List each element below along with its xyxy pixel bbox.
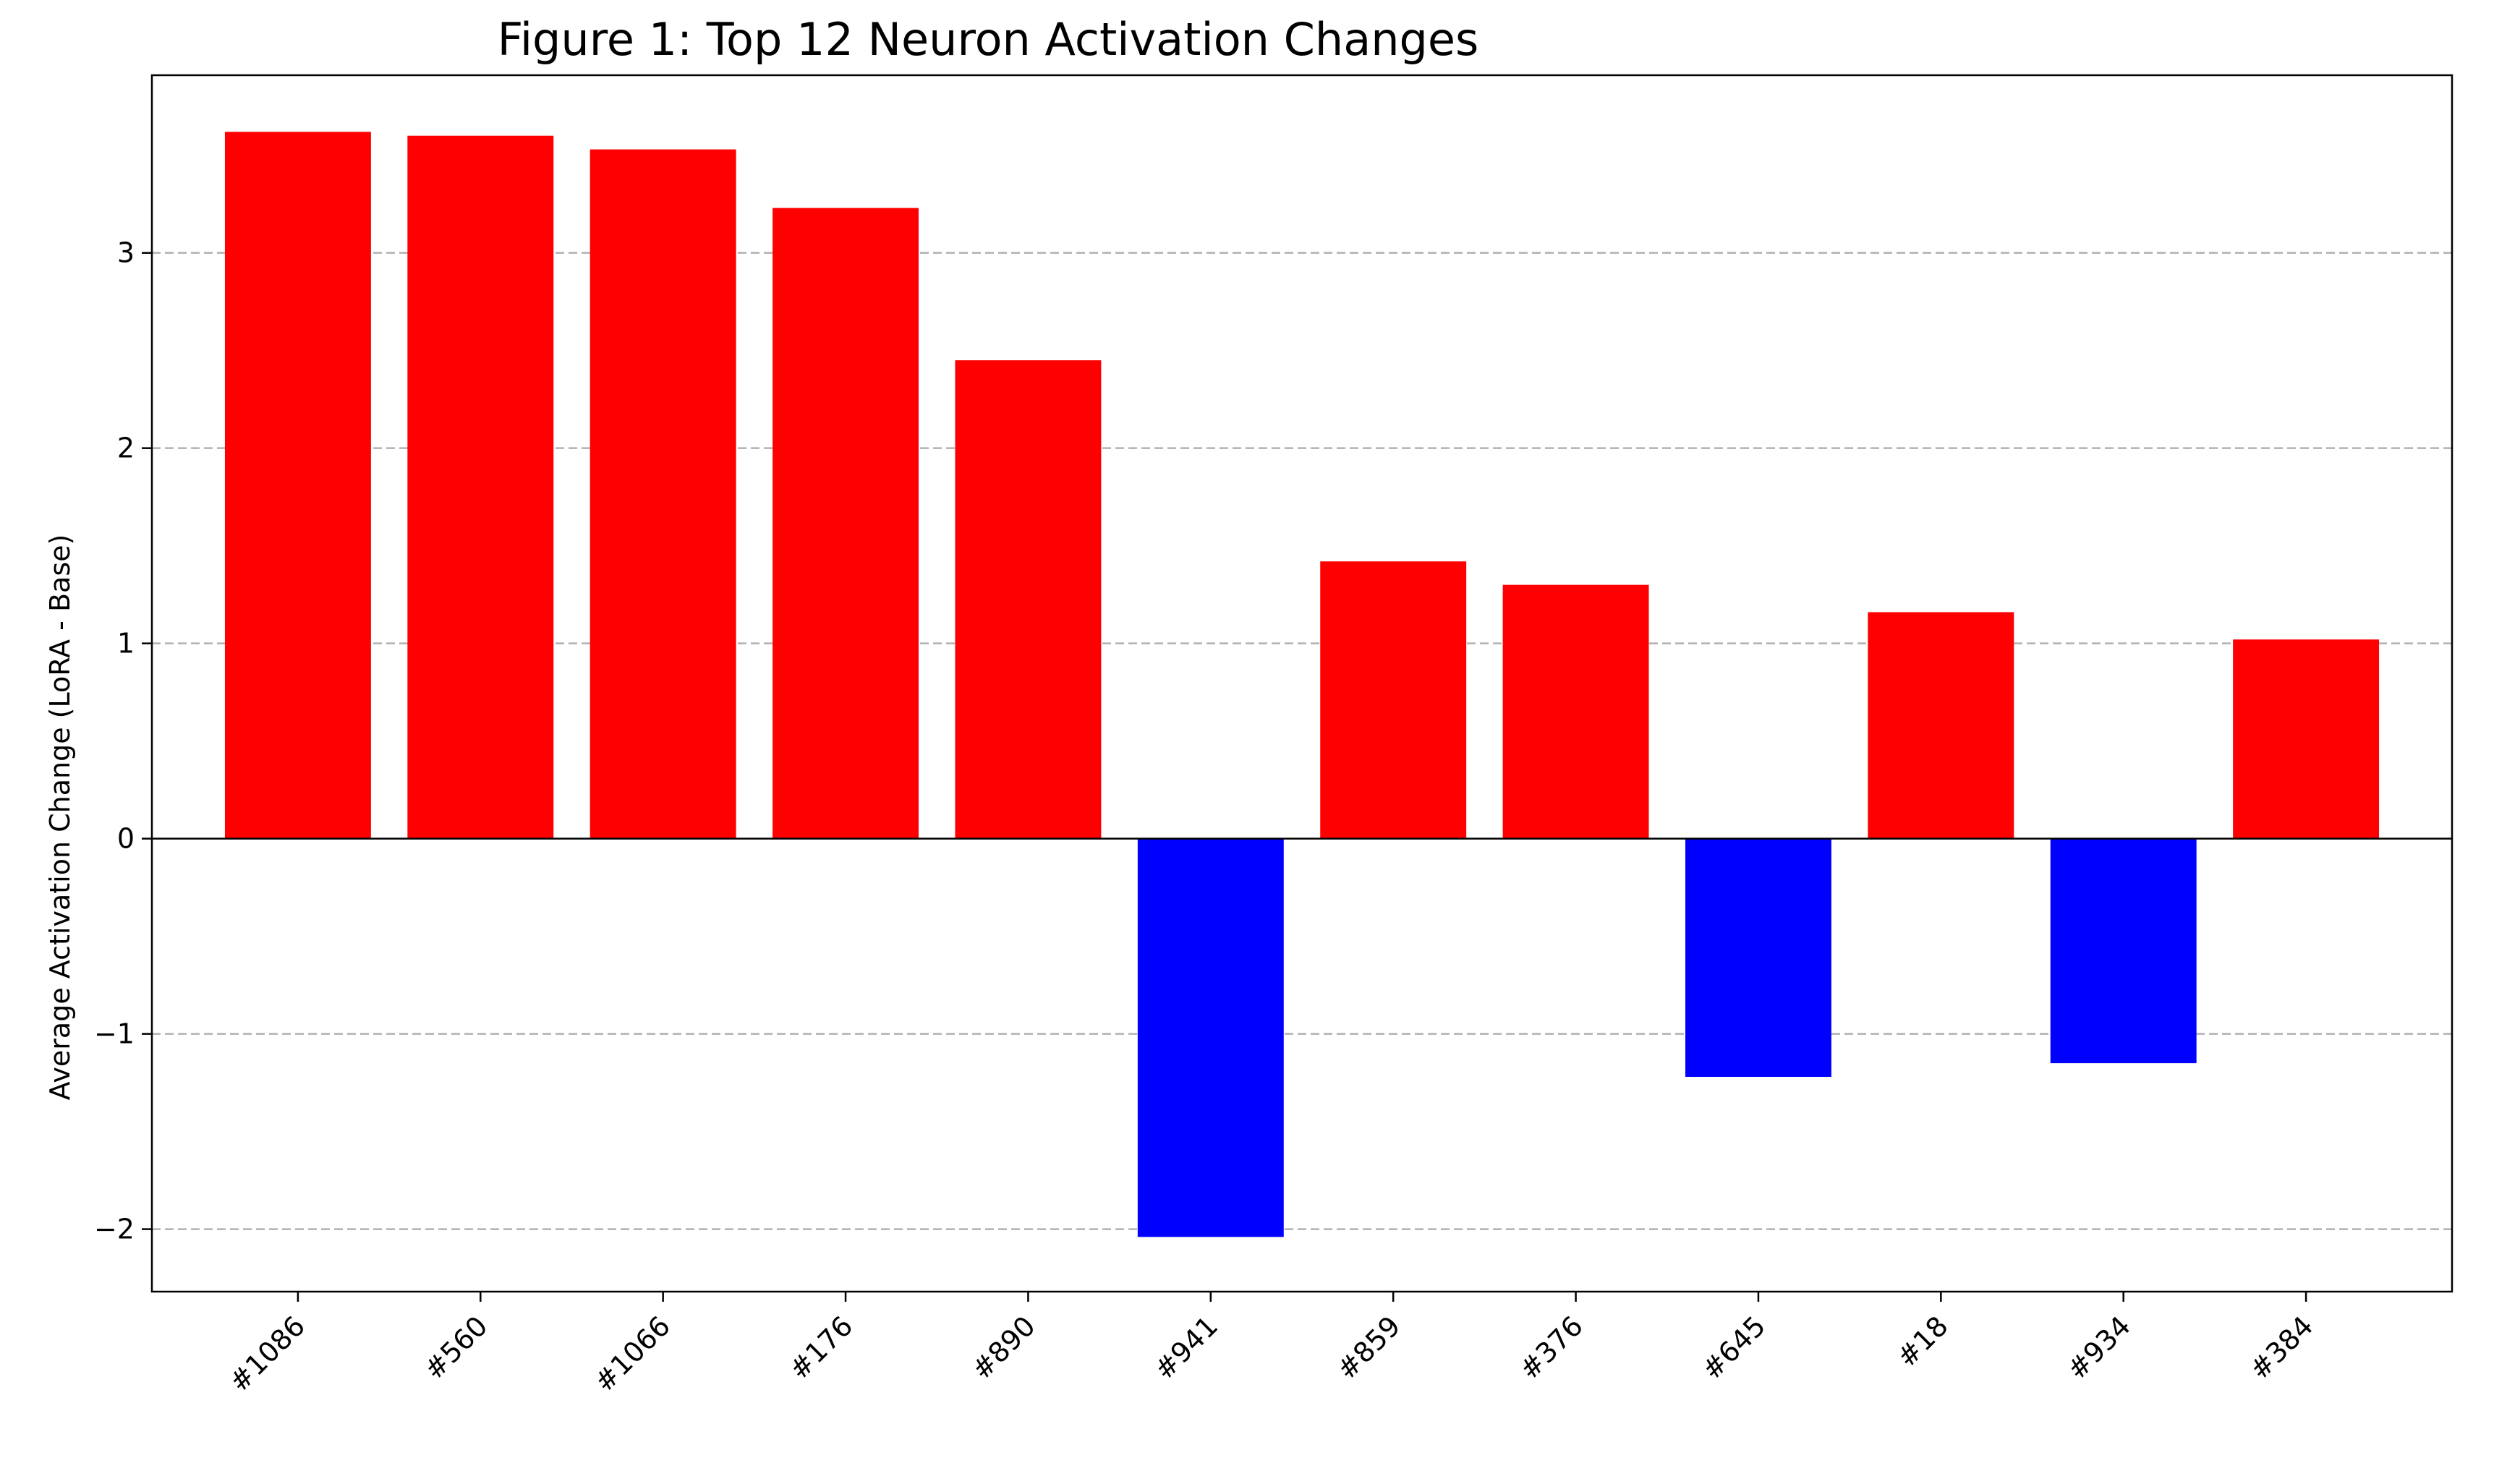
bars	[224, 132, 2380, 1237]
x-tick-label: #176	[783, 1310, 859, 1386]
x-tick-label: #934	[2061, 1310, 2137, 1386]
x-tick-label: #1086	[223, 1310, 311, 1398]
bar-n941	[1137, 838, 1284, 1237]
bar-n376	[1502, 584, 1649, 839]
x-tick-label: #941	[1148, 1310, 1224, 1386]
x-tick-label: #1066	[588, 1310, 676, 1398]
x-tick-label: #560	[418, 1310, 494, 1386]
bar-n890	[955, 360, 1102, 839]
bar-n384	[2233, 639, 2380, 839]
y-tick-label: 2	[117, 432, 135, 464]
y-axis-label: Average Activation Change (LoRA - Base)	[44, 534, 76, 1101]
bar-n1066	[590, 149, 736, 839]
x-tick-label: #645	[1695, 1310, 1771, 1386]
y-tick-label: −1	[94, 1018, 135, 1050]
x-tick-label: #890	[966, 1310, 1042, 1386]
bar-n176	[773, 208, 919, 839]
y-tick-label: 1	[117, 628, 135, 660]
y-tick-label: 0	[117, 823, 135, 855]
x-tick-label: #859	[1331, 1310, 1407, 1386]
bar-n560	[407, 135, 554, 839]
chart-title: Figure 1: Top 12 Neuron Activation Chang…	[498, 13, 1479, 66]
y-tick-label: −2	[94, 1214, 135, 1245]
bar-n859	[1320, 561, 1467, 839]
x-tick-label: #18	[1891, 1310, 1954, 1373]
plot-frame	[150, 74, 2453, 1293]
bar-n934	[2050, 838, 2197, 1064]
bar-n18	[1868, 612, 2014, 839]
x-tick-label: #384	[2244, 1310, 2320, 1386]
x-tick-label: #376	[1513, 1310, 1589, 1386]
bar-n645	[1685, 838, 1831, 1078]
y-tick-label: 3	[117, 237, 135, 269]
bar-n1086	[224, 132, 371, 839]
